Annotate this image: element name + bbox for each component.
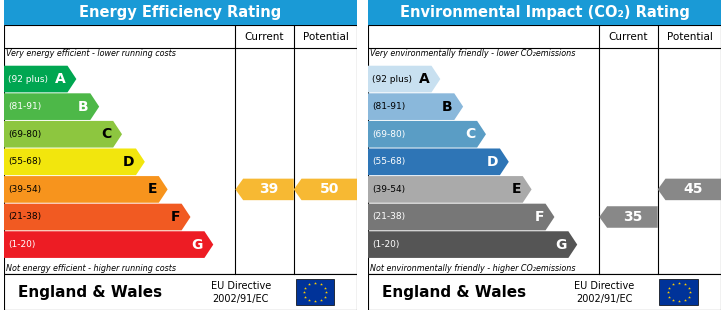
- Bar: [4, 274, 357, 310]
- Text: (69-80): (69-80): [372, 130, 405, 139]
- Text: D: D: [486, 155, 498, 169]
- Polygon shape: [4, 93, 99, 120]
- Text: C: C: [102, 127, 112, 141]
- Bar: [296, 280, 334, 305]
- Text: A: A: [55, 72, 66, 86]
- Text: (81-91): (81-91): [8, 102, 41, 111]
- Text: Environmental Impact (CO₂) Rating: Environmental Impact (CO₂) Rating: [399, 5, 689, 20]
- Text: (81-91): (81-91): [372, 102, 405, 111]
- Text: F: F: [170, 210, 180, 224]
- Text: B: B: [78, 100, 88, 114]
- Text: E: E: [147, 182, 157, 197]
- Text: England & Wales: England & Wales: [382, 285, 526, 300]
- Text: Current: Current: [245, 32, 284, 42]
- Text: (55-68): (55-68): [372, 157, 405, 166]
- Text: (39-54): (39-54): [8, 185, 41, 194]
- Text: (92 plus): (92 plus): [8, 74, 48, 84]
- Text: G: G: [555, 237, 567, 252]
- Polygon shape: [236, 179, 294, 200]
- Polygon shape: [368, 66, 440, 92]
- Text: Very environmentally friendly - lower CO₂emissions: Very environmentally friendly - lower CO…: [370, 49, 576, 58]
- Polygon shape: [368, 176, 531, 203]
- Polygon shape: [600, 206, 658, 228]
- Polygon shape: [4, 148, 145, 175]
- Polygon shape: [368, 148, 509, 175]
- Bar: [368, 25, 721, 274]
- Text: (1-20): (1-20): [372, 240, 399, 249]
- Text: Very energy efficient - lower running costs: Very energy efficient - lower running co…: [7, 49, 176, 58]
- Text: D: D: [123, 155, 134, 169]
- Polygon shape: [4, 204, 191, 230]
- Text: (21-38): (21-38): [8, 212, 41, 222]
- Bar: [660, 280, 698, 305]
- Bar: [4, 25, 357, 274]
- Text: EU Directive
2002/91/EC: EU Directive 2002/91/EC: [210, 281, 271, 304]
- Text: Potential: Potential: [666, 32, 713, 42]
- Text: B: B: [442, 100, 452, 114]
- Polygon shape: [4, 231, 213, 258]
- Text: 45: 45: [684, 182, 703, 197]
- Polygon shape: [4, 121, 122, 148]
- Text: (21-38): (21-38): [372, 212, 405, 222]
- Bar: [4, 0, 357, 25]
- Text: Potential: Potential: [302, 32, 349, 42]
- Polygon shape: [4, 176, 167, 203]
- Text: Not energy efficient - higher running costs: Not energy efficient - higher running co…: [7, 264, 176, 273]
- Text: G: G: [191, 237, 203, 252]
- Bar: [368, 274, 721, 310]
- Bar: [368, 0, 721, 25]
- Polygon shape: [4, 66, 76, 92]
- Text: 39: 39: [259, 182, 278, 197]
- Text: England & Wales: England & Wales: [18, 285, 162, 300]
- Polygon shape: [368, 121, 486, 148]
- Text: Current: Current: [609, 32, 648, 42]
- Text: (39-54): (39-54): [372, 185, 405, 194]
- Text: C: C: [465, 127, 476, 141]
- Text: Not environmentally friendly - higher CO₂emissions: Not environmentally friendly - higher CO…: [370, 264, 576, 273]
- Text: 35: 35: [623, 210, 642, 224]
- Polygon shape: [658, 179, 721, 200]
- Text: A: A: [419, 72, 430, 86]
- Polygon shape: [294, 179, 357, 200]
- Text: (55-68): (55-68): [8, 157, 41, 166]
- Text: Energy Efficiency Rating: Energy Efficiency Rating: [80, 5, 281, 20]
- Text: (69-80): (69-80): [8, 130, 41, 139]
- Text: EU Directive
2002/91/EC: EU Directive 2002/91/EC: [574, 281, 635, 304]
- Text: E: E: [511, 182, 521, 197]
- Polygon shape: [368, 231, 577, 258]
- Text: (1-20): (1-20): [8, 240, 36, 249]
- Text: (92 plus): (92 plus): [372, 74, 412, 84]
- Polygon shape: [368, 93, 463, 120]
- Text: 50: 50: [320, 182, 339, 197]
- Text: F: F: [534, 210, 544, 224]
- Polygon shape: [368, 204, 555, 230]
